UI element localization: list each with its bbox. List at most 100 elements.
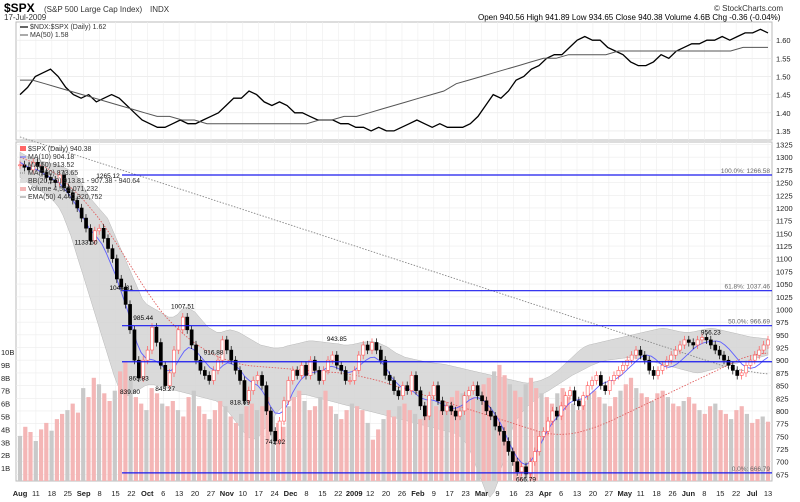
watermark: © StockCharts.com xyxy=(714,4,783,13)
candle-body xyxy=(31,162,36,171)
legend-ema: EMA(50) 4,440,320,752 xyxy=(28,194,102,201)
volume-bar xyxy=(634,388,639,481)
volume-bar xyxy=(708,406,713,481)
x-axis: Aug 11 18 25 Sep 8 15 22 Oct 6 13 20 27 Nov 10 17 24 Dec 8… xyxy=(13,489,772,498)
volume-bar xyxy=(628,377,634,481)
candle-body xyxy=(700,337,704,341)
candle-body xyxy=(137,359,141,379)
candle-body xyxy=(656,370,660,376)
candle-body xyxy=(66,187,71,194)
volume-bar xyxy=(123,362,128,481)
volume-bar xyxy=(639,393,644,481)
price-legend: $SPX (Daily) 940.38 MA(10) 904.18 MA(50)… xyxy=(20,146,140,201)
volume-bar xyxy=(602,403,607,481)
candle-body xyxy=(418,390,423,407)
exchange: INDX xyxy=(150,5,170,14)
candle-body xyxy=(286,380,291,402)
volume-bar xyxy=(581,401,586,481)
volume-bar xyxy=(376,429,381,481)
volume-bar xyxy=(302,401,307,481)
candle-body xyxy=(238,370,242,381)
volume-bar xyxy=(765,421,771,481)
candle-body xyxy=(537,435,542,452)
x-tick-label: 15 xyxy=(716,489,724,498)
candle-body xyxy=(634,349,638,356)
x-tick-label: 25 xyxy=(64,489,72,498)
price-annotation: 818.69 xyxy=(230,399,250,406)
volume-bar xyxy=(692,403,697,481)
candle-body xyxy=(62,174,66,188)
volume-bar xyxy=(334,413,339,481)
volume-bar xyxy=(549,403,555,481)
x-tick-label: Feb xyxy=(411,489,425,498)
volume-bar xyxy=(513,390,518,481)
volume-bar xyxy=(170,401,175,481)
volume-bar xyxy=(423,410,428,481)
volume-tick-label: 7B xyxy=(1,387,10,396)
volume-bar xyxy=(460,393,465,481)
candle-body xyxy=(757,349,762,356)
x-tick-label: Jun xyxy=(682,489,696,498)
price-annotation: 943.85 xyxy=(327,336,347,343)
symbol: $SPX xyxy=(4,1,35,15)
x-tick-label: 15 xyxy=(111,489,119,498)
volume-bar xyxy=(91,377,96,481)
x-tick-label: 13 xyxy=(764,489,772,498)
candle-body xyxy=(339,364,344,371)
volume-bar xyxy=(613,397,618,481)
candle-body xyxy=(400,385,405,397)
candle-body xyxy=(106,238,110,249)
volume-bar xyxy=(144,410,149,481)
candle-body xyxy=(159,342,163,366)
candle-body xyxy=(93,230,97,242)
volume-bar xyxy=(81,388,86,481)
volume-bar xyxy=(681,401,686,481)
candle-body xyxy=(493,415,498,427)
volume-bar xyxy=(565,397,570,481)
volume-bar xyxy=(139,403,144,481)
candle-body xyxy=(431,385,436,397)
candle-body xyxy=(44,172,49,178)
volume-bar xyxy=(523,384,528,482)
candle-body xyxy=(612,375,616,381)
volume-bar xyxy=(202,413,207,481)
ratio-legend-main: $NDX:$SPX (Daily) 1.62 xyxy=(30,24,106,31)
volume-bar xyxy=(439,410,444,481)
candle-body xyxy=(181,316,185,331)
candle-body xyxy=(242,380,247,402)
candle-body xyxy=(167,372,172,386)
volume-tick-label: 2B xyxy=(1,451,10,460)
candle-body xyxy=(71,192,75,201)
candle-body xyxy=(686,339,691,343)
volume-bar xyxy=(755,419,760,481)
candle-body xyxy=(405,385,410,392)
candle-body xyxy=(541,430,546,437)
volume-bar xyxy=(665,397,670,481)
volume-bar xyxy=(571,403,576,481)
volume-bar xyxy=(33,441,38,481)
candle-body xyxy=(475,385,480,397)
price-annotation: 741.02 xyxy=(265,439,285,446)
volume-bar xyxy=(107,401,112,481)
volume-bar xyxy=(228,416,233,481)
ratio-series xyxy=(19,28,769,132)
price-tick-label: 1000 xyxy=(776,305,793,314)
volume-bar xyxy=(586,393,591,481)
candle-body xyxy=(57,174,62,183)
volume-bar xyxy=(54,419,59,481)
candle-body xyxy=(282,400,286,422)
volume-bar xyxy=(444,403,449,481)
candle-body xyxy=(273,430,278,442)
price-tick-label: 1150 xyxy=(776,229,792,238)
x-tick-label: Apr xyxy=(539,489,552,498)
candle-body xyxy=(229,349,234,361)
candle-body xyxy=(422,405,427,417)
candle-body xyxy=(598,375,603,386)
candle-body xyxy=(427,395,432,417)
candle-body xyxy=(26,167,31,171)
volume-bar xyxy=(291,397,296,481)
volume-bar xyxy=(365,422,370,481)
candle-body xyxy=(576,400,581,407)
candle-body xyxy=(546,420,550,432)
